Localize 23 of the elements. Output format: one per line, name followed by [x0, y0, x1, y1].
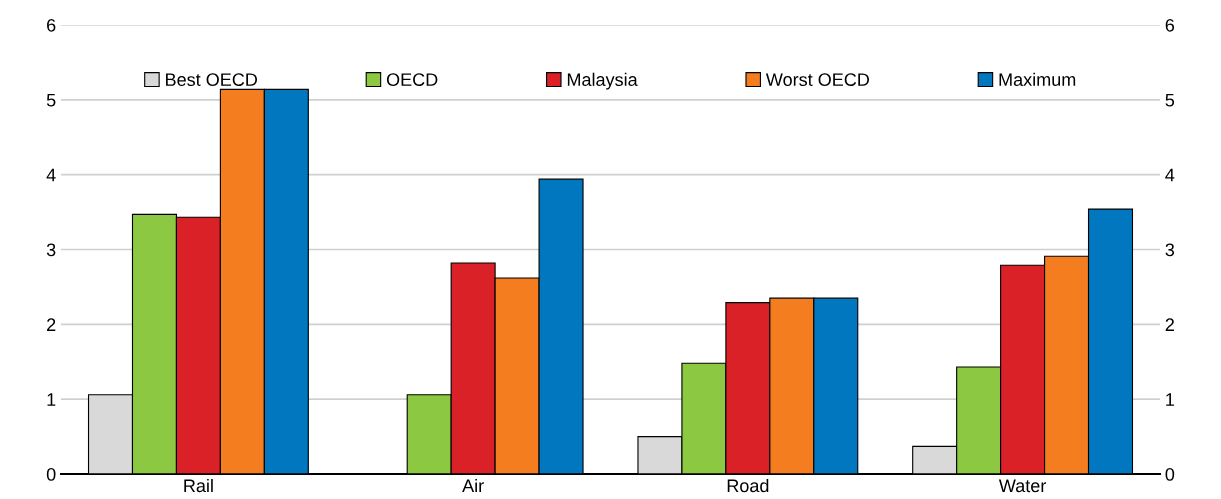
y2-tick-label: 0 — [1165, 467, 1175, 481]
x-tick-label: Rail — [184, 478, 213, 493]
x-tick-label: Road — [727, 478, 769, 493]
y-tick-label: 2 — [47, 318, 56, 331]
y2-tick-label: 3 — [1165, 243, 1175, 257]
legend-label: Best OECD — [166, 73, 258, 86]
legend-label: Worst OECD — [765, 73, 869, 86]
y-tick-label: 1 — [47, 393, 56, 406]
y2-tick-label: 6 — [1165, 18, 1175, 32]
legend-label: Maximum — [999, 72, 1076, 86]
y2-tick-label: 2 — [1165, 318, 1174, 331]
legend-label: Malaysia — [567, 72, 638, 90]
y2-tick-label: 5 — [1165, 93, 1175, 107]
y-tick-label: 6 — [47, 18, 56, 32]
y-tick-label: 3 — [46, 243, 56, 257]
x-tick-label: Air — [462, 478, 484, 492]
x-tick-label: Water — [998, 479, 1047, 493]
y-tick-label: 5 — [46, 93, 56, 107]
legend-label: OECD — [386, 73, 438, 86]
y2-tick-label: 1 — [1166, 393, 1174, 406]
y-tick-label: 4 — [46, 168, 56, 182]
y-tick-label: 0 — [46, 467, 56, 481]
y2-tick-label: 4 — [1165, 168, 1175, 182]
